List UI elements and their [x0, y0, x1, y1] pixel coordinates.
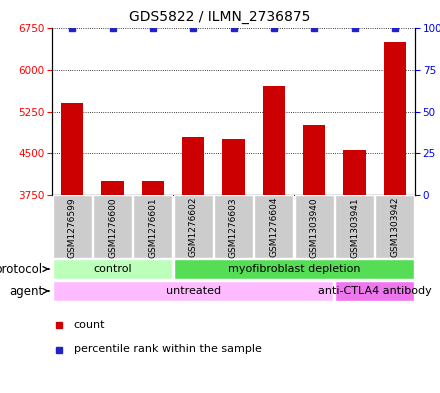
Bar	[222, 140, 245, 195]
Bar	[263, 86, 285, 195]
Text: GSM1276603: GSM1276603	[229, 197, 238, 257]
Text: GSM1276600: GSM1276600	[108, 197, 117, 257]
Text: anti-CTLA4 antibody: anti-CTLA4 antibody	[318, 286, 432, 296]
Text: GSM1276604: GSM1276604	[269, 197, 279, 257]
Text: untreated: untreated	[165, 286, 221, 296]
Bar	[182, 136, 204, 195]
Bar	[343, 151, 366, 195]
Bar	[101, 181, 124, 195]
Text: GSM1303941: GSM1303941	[350, 197, 359, 257]
Text: GSM1276601: GSM1276601	[148, 197, 158, 257]
Text: count: count	[74, 320, 105, 329]
Bar	[174, 195, 213, 258]
Bar	[53, 195, 92, 258]
Text: GSM1303942: GSM1303942	[390, 197, 400, 257]
Bar	[295, 195, 334, 258]
Bar	[335, 281, 414, 301]
Text: GSM1276602: GSM1276602	[189, 197, 198, 257]
Text: agent: agent	[9, 285, 49, 298]
Bar	[142, 181, 164, 195]
Bar	[303, 125, 325, 195]
Text: myofibroblast depletion: myofibroblast depletion	[228, 264, 360, 274]
Bar	[174, 259, 414, 279]
Bar	[61, 103, 83, 195]
Bar	[93, 195, 132, 258]
Text: protocol: protocol	[0, 263, 49, 275]
Text: control: control	[93, 264, 132, 274]
Text: GDS5822 / ILMN_2736875: GDS5822 / ILMN_2736875	[129, 10, 311, 24]
Bar	[375, 195, 414, 258]
Bar	[384, 42, 406, 195]
Bar	[335, 195, 374, 258]
Bar	[133, 195, 172, 258]
Bar	[53, 259, 172, 279]
Text: GSM1303940: GSM1303940	[310, 197, 319, 257]
Bar	[254, 195, 293, 258]
Text: GSM1276599: GSM1276599	[68, 197, 77, 257]
Bar	[214, 195, 253, 258]
Text: percentile rank within the sample: percentile rank within the sample	[74, 345, 262, 354]
Bar	[53, 281, 334, 301]
